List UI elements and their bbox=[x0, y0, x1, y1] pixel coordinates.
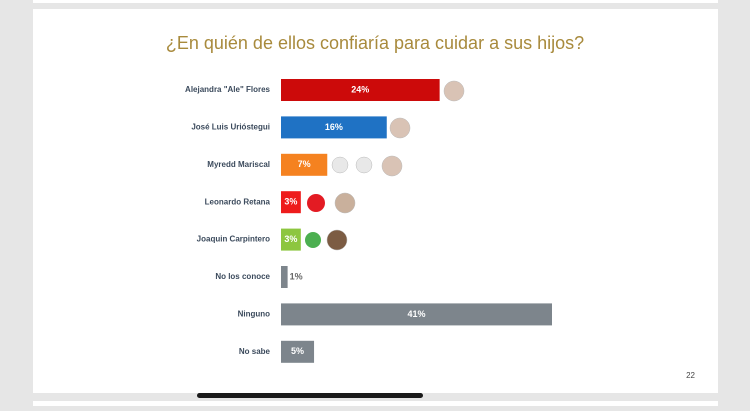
chart-title: ¿En quién de ellos confiaría para cuidar… bbox=[166, 33, 584, 53]
bar bbox=[281, 228, 301, 251]
bar bbox=[281, 153, 328, 176]
category-label: Alejandra "Ale" Flores bbox=[185, 85, 270, 94]
bar bbox=[281, 303, 552, 326]
value-label: 41% bbox=[407, 309, 425, 319]
bar bbox=[281, 79, 440, 101]
value-label: 16% bbox=[325, 122, 343, 132]
page-number: 22 bbox=[686, 371, 695, 380]
category-label: Joaquin Carpintero bbox=[197, 235, 270, 244]
value-label: 3% bbox=[284, 234, 297, 244]
bar bbox=[281, 191, 301, 214]
value-label: 7% bbox=[298, 159, 311, 169]
category-label: José Luis Urióstegui bbox=[191, 123, 270, 132]
bar bbox=[281, 266, 288, 288]
value-label: 1% bbox=[290, 271, 303, 281]
value-label: 5% bbox=[291, 346, 304, 356]
slide bbox=[33, 9, 718, 393]
category-label: Myredd Mariscal bbox=[207, 160, 270, 169]
category-label: No sabe bbox=[239, 347, 271, 356]
scrollbar bbox=[197, 393, 423, 398]
category-label: Leonardo Retana bbox=[205, 197, 271, 206]
next-slide bbox=[33, 401, 718, 406]
bar bbox=[281, 116, 387, 139]
value-label: 3% bbox=[284, 197, 297, 207]
category-label: Ninguno bbox=[238, 310, 271, 319]
value-label: 24% bbox=[351, 84, 369, 94]
category-label: No los conoce bbox=[215, 272, 270, 281]
previous-slide bbox=[33, 0, 718, 3]
bar bbox=[281, 340, 315, 363]
